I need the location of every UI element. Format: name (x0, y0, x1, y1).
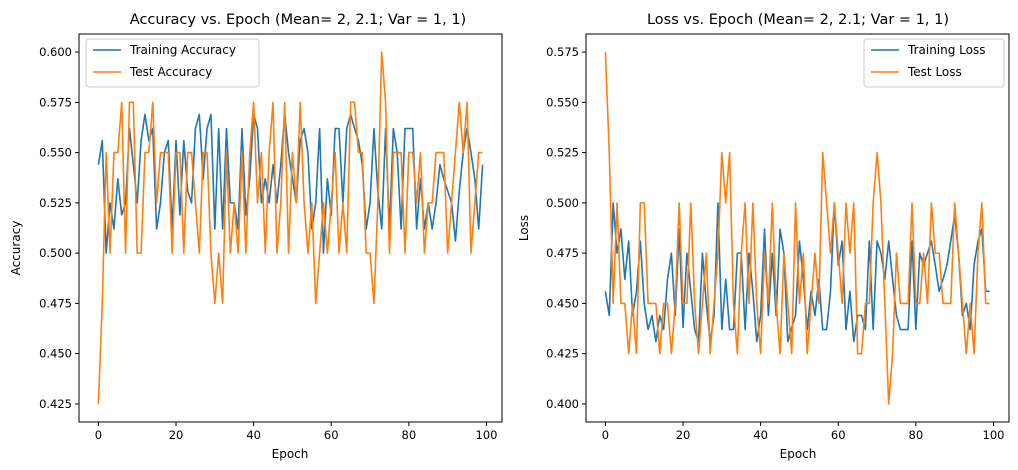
accuracy-axis-ticks: 0 20 40 60 80 100 0.425 0.450 0.475 0.500 0.525 0.5… (39, 45, 497, 442)
loss-x-tick-label: 60 (831, 428, 846, 442)
loss-x-tick-label: 0 (602, 428, 609, 442)
accuracy-y-tick-label: 0.425 (39, 397, 72, 411)
accuracy-y-tick-label: 0.575 (39, 95, 72, 109)
loss-series-line-training (604, 202, 990, 343)
loss-series-lines (604, 52, 990, 405)
accuracy-legend-test-label: Test Accuracy (129, 65, 212, 79)
loss-x-tick-label: 20 (676, 428, 691, 442)
loss-legend: Training Loss Test Loss (863, 38, 1005, 88)
accuracy-legend-box (85, 38, 260, 88)
loss-legend-test-label: Test Loss (907, 65, 962, 79)
accuracy-x-tick-label: 20 (169, 428, 184, 442)
accuracy-y-tick-label: 0.550 (39, 146, 72, 160)
accuracy-series-line-test (97, 51, 483, 404)
loss-legend-box (863, 38, 1005, 88)
accuracy-x-tick-label: 40 (246, 428, 261, 442)
accuracy-chart: Accuracy vs. Epoch (Mean= 2, 2.1; Var = … (9, 12, 503, 461)
accuracy-series-lines (97, 51, 484, 404)
loss-y-tick-label: 0.400 (546, 397, 579, 411)
loss-chart-title: Loss vs. Epoch (Mean= 2, 2.1; Var = 1, 1… (647, 12, 949, 28)
accuracy-x-tick-label: 80 (402, 428, 417, 442)
accuracy-x-tick-label: 60 (324, 428, 339, 442)
loss-y-tick-label: 0.425 (546, 347, 579, 361)
accuracy-y-tick-label: 0.525 (39, 196, 72, 210)
loss-y-tick-label: 0.575 (546, 45, 579, 59)
loss-x-tick-label: 80 (909, 428, 924, 442)
accuracy-y-tick-label: 0.450 (39, 347, 72, 361)
accuracy-y-tick-label: 0.500 (39, 246, 72, 260)
loss-chart: Loss vs. Epoch (Mean= 2, 2.1; Var = 1, 1… (517, 12, 1010, 461)
accuracy-y-tick-label: 0.600 (39, 45, 72, 59)
loss-legend-training-label: Training Loss (907, 43, 985, 57)
accuracy-x-tick-label: 0 (95, 428, 102, 442)
accuracy-x-axis-label: Epoch (272, 447, 309, 461)
loss-x-tick-label: 40 (753, 428, 768, 442)
accuracy-plot-frame (78, 33, 503, 423)
loss-y-tick-label: 0.500 (546, 196, 579, 210)
loss-y-tick-label: 0.475 (546, 246, 579, 260)
loss-x-axis-label: Epoch (780, 447, 817, 461)
loss-axis-ticks: 0 20 40 60 80 100 0.400 0.425 0.450 0.475 0.500 0.5… (546, 45, 1004, 442)
loss-y-axis-label: Loss (517, 215, 531, 241)
accuracy-series-line-training (97, 113, 484, 254)
loss-y-tick-label: 0.525 (546, 146, 579, 160)
accuracy-y-tick-label: 0.475 (39, 296, 72, 310)
accuracy-x-tick-label: 100 (476, 428, 498, 442)
loss-y-tick-label: 0.550 (546, 95, 579, 109)
accuracy-legend: Training Accuracy Test Accuracy (85, 38, 260, 88)
loss-series-line-test (604, 52, 990, 405)
loss-x-tick-label: 100 (983, 428, 1005, 442)
loss-plot-frame (585, 33, 1010, 423)
accuracy-legend-training-label: Training Accuracy (129, 43, 236, 57)
accuracy-y-axis-label: Accuracy (9, 221, 23, 276)
accuracy-chart-title: Accuracy vs. Epoch (Mean= 2, 2.1; Var = … (130, 12, 466, 28)
loss-y-tick-label: 0.450 (546, 296, 579, 310)
